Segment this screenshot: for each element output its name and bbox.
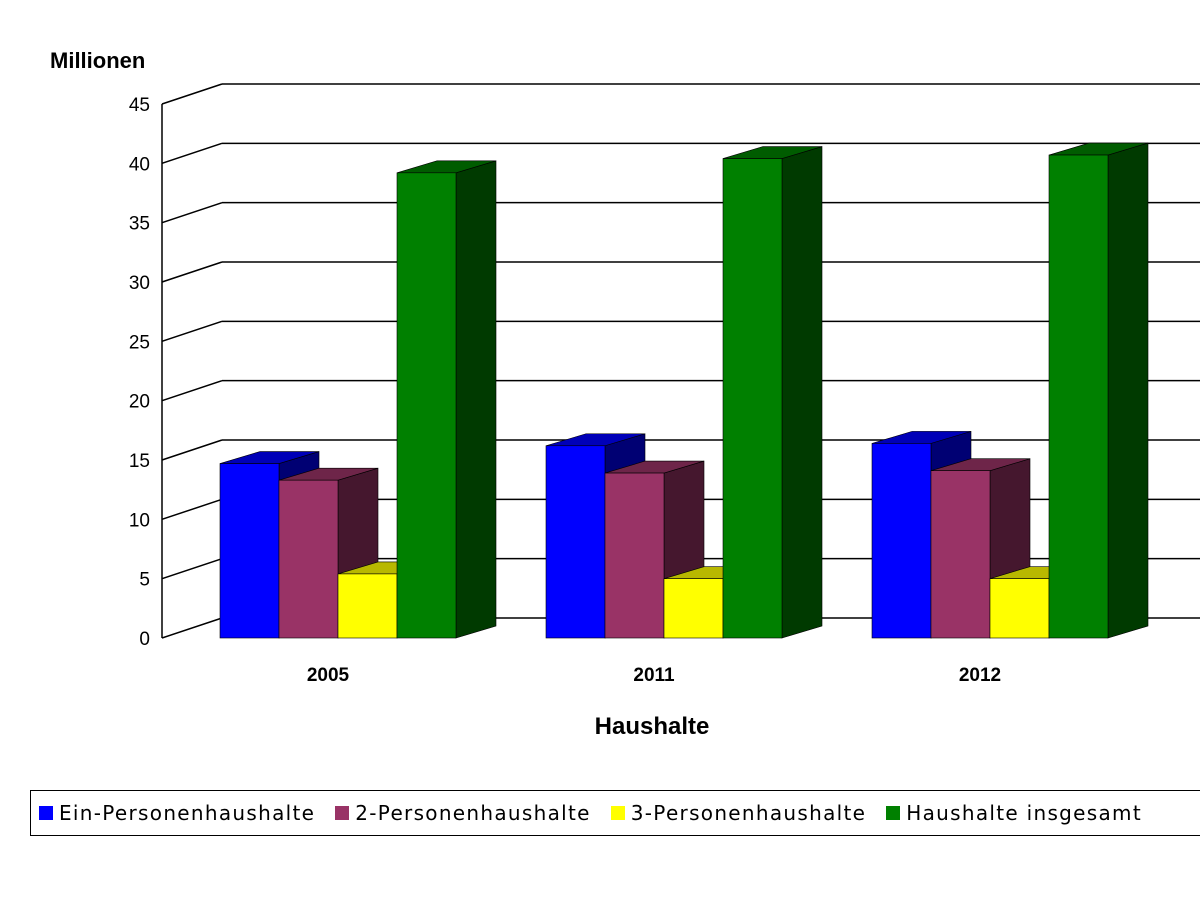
bar-side <box>1107 142 1149 639</box>
legend: Ein-Personenhaushalte 2-Personenhaushalte… <box>30 790 1200 836</box>
legend-swatch <box>39 806 53 820</box>
legend-label: Haushalte insgesamt <box>906 801 1142 825</box>
bar <box>278 479 339 639</box>
y-tick-label: 15 <box>129 451 150 472</box>
legend-item: Ein-Personenhaushalte <box>39 801 315 825</box>
y-tick-label: 25 <box>129 332 150 353</box>
y-axis-title: Millionen <box>50 48 145 73</box>
bar <box>930 470 991 639</box>
x-tick-label: 2005 <box>307 665 350 686</box>
x-tick-label: 2011 <box>633 665 675 686</box>
bar <box>989 578 1050 639</box>
bar <box>337 573 398 639</box>
y-tick-label: 0 <box>139 629 150 650</box>
gridline-diagonal <box>161 320 223 343</box>
legend-swatch <box>335 806 350 820</box>
bar <box>219 463 280 639</box>
legend-item: Haushalte insgesamt <box>886 801 1142 825</box>
gridline-diagonal <box>161 201 223 224</box>
legend-label: Ein-Personenhaushalte <box>59 801 316 825</box>
bar <box>722 158 783 639</box>
y-tick-label: 5 <box>139 570 150 591</box>
legend-label: 2-Personenhaushalte <box>355 801 591 825</box>
y-tick-label: 45 <box>129 95 150 116</box>
gridline-diagonal <box>161 498 223 521</box>
y-tick-label: 20 <box>129 392 150 413</box>
x-tick-label: 2012 <box>959 665 1001 686</box>
bar-side <box>455 160 497 639</box>
legend-item: 3-Personenhaushalte <box>610 801 867 825</box>
bars <box>219 142 1149 639</box>
bar <box>871 443 932 639</box>
gridline-diagonal <box>161 379 223 402</box>
y-tick-label: 35 <box>129 214 150 235</box>
gridline-diagonal <box>161 142 223 165</box>
legend-item: 2-Personenhaushalte <box>335 801 591 825</box>
legend-swatch <box>610 806 625 820</box>
legend-label: 3-Personenhaushalte <box>630 801 867 825</box>
bar-chart: 0 5 10 15 20 25 30 35 40 45 2005 2011 2012 Millionen… <box>50 48 1200 740</box>
axis-labels: 0 5 10 15 20 25 30 35 40 45 2005 2011 2012 <box>129 95 1001 686</box>
legend-swatch <box>886 806 901 820</box>
gridline-diagonal <box>161 261 223 283</box>
x-axis-title: Haushalte <box>595 713 710 740</box>
bar <box>663 578 724 639</box>
gridline-diagonal <box>161 83 223 105</box>
gridline-diagonal <box>161 617 223 639</box>
bar <box>396 172 457 639</box>
gridline-diagonal <box>161 557 223 580</box>
bar <box>1048 154 1109 639</box>
gridlines <box>161 83 1200 639</box>
bar <box>545 445 606 639</box>
gridline-diagonal <box>161 439 223 461</box>
y-tick-label: 30 <box>129 273 150 294</box>
bar <box>604 472 665 639</box>
bar-side <box>781 146 823 639</box>
y-tick-label: 10 <box>129 510 150 531</box>
y-tick-label: 40 <box>129 154 150 175</box>
